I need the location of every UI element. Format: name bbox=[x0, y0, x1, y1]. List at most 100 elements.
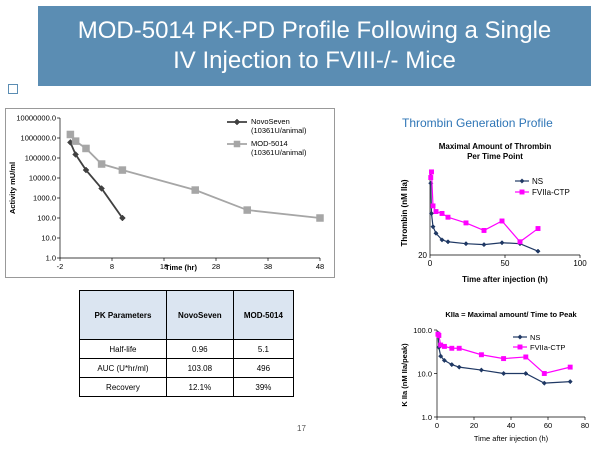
x-axis-label: Time after injection (h) bbox=[474, 434, 549, 443]
data-point bbox=[567, 364, 573, 370]
table-header-row: PK Parameters NovoSeven MOD-5014 bbox=[79, 290, 295, 340]
data-point bbox=[541, 371, 547, 376]
table-header-cell: PK Parameters bbox=[79, 290, 167, 340]
legend-label: FVIIa-CTP bbox=[530, 343, 565, 352]
data-point bbox=[441, 343, 447, 349]
data-point bbox=[71, 137, 80, 145]
data-point bbox=[567, 379, 573, 385]
legend-marker bbox=[233, 118, 241, 126]
data-point bbox=[243, 206, 251, 214]
data-point bbox=[445, 214, 451, 220]
table-row: AUC (U*hr/ml) 103.08 496 bbox=[79, 358, 295, 378]
data-point bbox=[501, 356, 507, 362]
data-point bbox=[481, 242, 487, 248]
data-point bbox=[72, 151, 79, 158]
y-tick-label: 10000000.0 bbox=[16, 114, 56, 123]
y-tick-label: 1000.0 bbox=[33, 194, 56, 203]
y-axis-label: Thrombin (nM IIa) bbox=[400, 179, 409, 246]
data-point bbox=[436, 332, 442, 338]
data-point bbox=[97, 160, 106, 168]
data-point bbox=[481, 227, 487, 233]
data-point bbox=[523, 370, 529, 377]
data-point bbox=[439, 210, 445, 216]
data-point bbox=[478, 367, 484, 373]
x-tick-label: 0 bbox=[428, 259, 433, 268]
data-point bbox=[438, 353, 444, 359]
data-point bbox=[449, 362, 455, 368]
table-cell: 39% bbox=[232, 377, 295, 397]
data-point bbox=[433, 209, 439, 215]
data-point bbox=[82, 144, 90, 153]
activity-chart: 1.0 10.0 100.0 1000.0 10000.0 100000.0 1000000… bbox=[5, 108, 335, 278]
legend-label: FVIIa-CTP bbox=[532, 188, 570, 197]
table-cell: 5.1 bbox=[232, 339, 295, 359]
y-tick-label: 1.0 bbox=[422, 413, 432, 422]
y-tick-label: 10.0 bbox=[417, 370, 432, 379]
table-row: Half-life 0.96 5.1 bbox=[79, 339, 295, 359]
chart-title: KIIa = Maximal amount/ Time to Peak bbox=[445, 310, 577, 319]
y-tick-label: 20 bbox=[418, 251, 427, 260]
data-point bbox=[501, 370, 507, 377]
y-axis-label: Activity mU/ml bbox=[8, 162, 17, 214]
chart-title-line2: Per Time Point bbox=[467, 152, 523, 161]
data-point bbox=[439, 237, 445, 243]
x-tick-label: 18 bbox=[160, 262, 168, 271]
x-tick-label: 28 bbox=[212, 262, 220, 271]
x-tick-label: 20 bbox=[470, 421, 478, 430]
table-cell: Recovery bbox=[79, 377, 167, 397]
thrombin-section-title: Thrombin Generation Profile bbox=[402, 116, 553, 130]
chart-title: Maximal Amount of Thrombin bbox=[439, 142, 552, 151]
x-tick-label: 38 bbox=[264, 262, 272, 271]
table-cell: Half-life bbox=[79, 339, 167, 359]
data-point bbox=[499, 218, 505, 224]
data-point bbox=[428, 210, 435, 216]
y-tick-label: 10.0 bbox=[41, 234, 56, 243]
data-point bbox=[478, 352, 484, 358]
legend-marker bbox=[517, 344, 523, 350]
y-tick-label: 1.0 bbox=[46, 254, 56, 263]
data-point bbox=[428, 175, 434, 181]
legend-label: (10361U/animal) bbox=[251, 148, 307, 157]
table-row: Recovery 12.1% 39% bbox=[79, 377, 295, 397]
data-point bbox=[119, 214, 126, 222]
x-tick-label: 40 bbox=[507, 421, 515, 430]
x-tick-label: 80 bbox=[581, 421, 589, 430]
x-tick-label: 8 bbox=[110, 262, 114, 271]
slide-title-line-2: IV Injection to FVIII-/- Mice bbox=[173, 47, 456, 74]
x-axis-label: Time (hr) bbox=[165, 263, 197, 272]
table-header-cell: NovoSeven bbox=[165, 290, 234, 340]
data-point bbox=[541, 380, 547, 386]
y-tick-label: 10000.0 bbox=[29, 174, 56, 183]
x-tick-label: 48 bbox=[316, 262, 324, 271]
table-cell: 103.08 bbox=[165, 358, 234, 378]
data-point bbox=[429, 169, 434, 175]
slide-decoration bbox=[8, 84, 18, 94]
y-tick-label: 100.0 bbox=[413, 326, 432, 335]
data-point bbox=[430, 224, 436, 230]
x-tick-label: -2 bbox=[57, 262, 64, 271]
data-point bbox=[456, 364, 462, 370]
legend-marker bbox=[233, 140, 241, 148]
data-point bbox=[499, 240, 505, 246]
table-cell: 12.1% bbox=[165, 377, 234, 397]
x-tick-label: 0 bbox=[435, 421, 439, 430]
legend-label: (10361U/animal) bbox=[251, 126, 307, 135]
legend-marker bbox=[517, 334, 523, 340]
pk-parameters-table: PK Parameters NovoSeven MOD-5014 Half-li… bbox=[79, 290, 295, 397]
page-number: 17 bbox=[297, 424, 306, 433]
data-point bbox=[535, 226, 541, 232]
data-point bbox=[463, 220, 469, 226]
table-cell: 0.96 bbox=[165, 339, 234, 359]
legend-label: NS bbox=[532, 177, 543, 186]
x-tick-label: 60 bbox=[544, 421, 552, 430]
x-tick-label: 100 bbox=[573, 259, 587, 268]
y-tick-label: 100000.0 bbox=[25, 154, 56, 163]
data-point bbox=[463, 241, 469, 247]
slide-title-bar: MOD-5014 PK-PD Profile Following a Singl… bbox=[38, 6, 591, 86]
kiia-chart: KIIa = Maximal amount/ Time to Peak 1.0 10… bbox=[400, 310, 589, 443]
legend-marker bbox=[519, 178, 525, 184]
legend-label: MOD-5014 bbox=[251, 139, 288, 148]
data-point bbox=[441, 357, 447, 363]
data-point bbox=[82, 166, 90, 174]
